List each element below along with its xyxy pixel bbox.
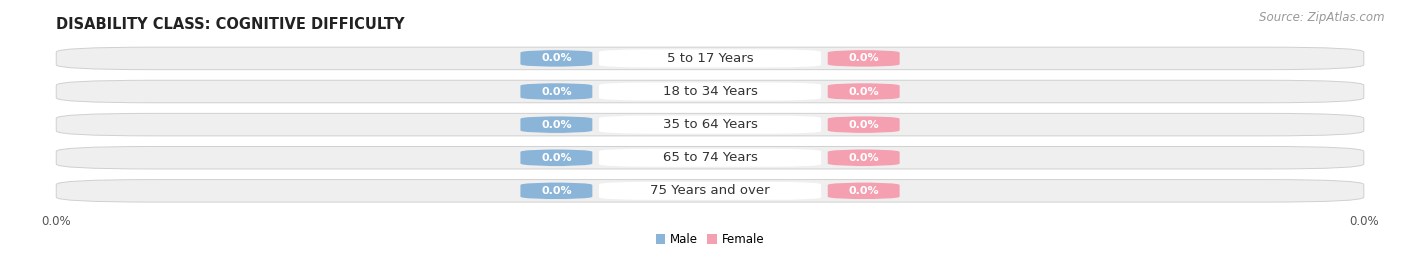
FancyBboxPatch shape [599, 49, 821, 68]
Text: 18 to 34 Years: 18 to 34 Years [662, 85, 758, 98]
Text: 0.0%: 0.0% [848, 153, 879, 163]
Text: 0.0%: 0.0% [541, 120, 572, 130]
FancyBboxPatch shape [599, 83, 821, 100]
FancyBboxPatch shape [520, 50, 592, 67]
FancyBboxPatch shape [520, 83, 592, 100]
Text: 5 to 17 Years: 5 to 17 Years [666, 52, 754, 65]
Text: Source: ZipAtlas.com: Source: ZipAtlas.com [1260, 11, 1385, 24]
Text: 35 to 64 Years: 35 to 64 Years [662, 118, 758, 131]
Text: 0.0%: 0.0% [541, 53, 572, 64]
FancyBboxPatch shape [56, 180, 1364, 202]
FancyBboxPatch shape [828, 83, 900, 100]
FancyBboxPatch shape [56, 80, 1364, 103]
Text: 0.0%: 0.0% [848, 186, 879, 196]
FancyBboxPatch shape [599, 116, 821, 134]
FancyBboxPatch shape [520, 183, 592, 199]
Text: 0.0%: 0.0% [541, 153, 572, 163]
FancyBboxPatch shape [599, 182, 821, 200]
Text: 65 to 74 Years: 65 to 74 Years [662, 151, 758, 164]
FancyBboxPatch shape [56, 113, 1364, 136]
FancyBboxPatch shape [828, 149, 900, 166]
FancyBboxPatch shape [520, 116, 592, 133]
Text: 0.0%: 0.0% [848, 53, 879, 64]
FancyBboxPatch shape [56, 147, 1364, 169]
FancyBboxPatch shape [828, 183, 900, 199]
FancyBboxPatch shape [599, 149, 821, 167]
FancyBboxPatch shape [828, 50, 900, 67]
Text: 0.0%: 0.0% [848, 120, 879, 130]
Text: 0.0%: 0.0% [541, 87, 572, 96]
Text: 0.0%: 0.0% [848, 87, 879, 96]
Text: 0.0%: 0.0% [541, 186, 572, 196]
FancyBboxPatch shape [520, 149, 592, 166]
Text: DISABILITY CLASS: COGNITIVE DIFFICULTY: DISABILITY CLASS: COGNITIVE DIFFICULTY [56, 17, 405, 32]
Legend: Male, Female: Male, Female [651, 228, 769, 251]
Text: 75 Years and over: 75 Years and over [650, 184, 770, 197]
FancyBboxPatch shape [56, 47, 1364, 70]
FancyBboxPatch shape [828, 116, 900, 133]
